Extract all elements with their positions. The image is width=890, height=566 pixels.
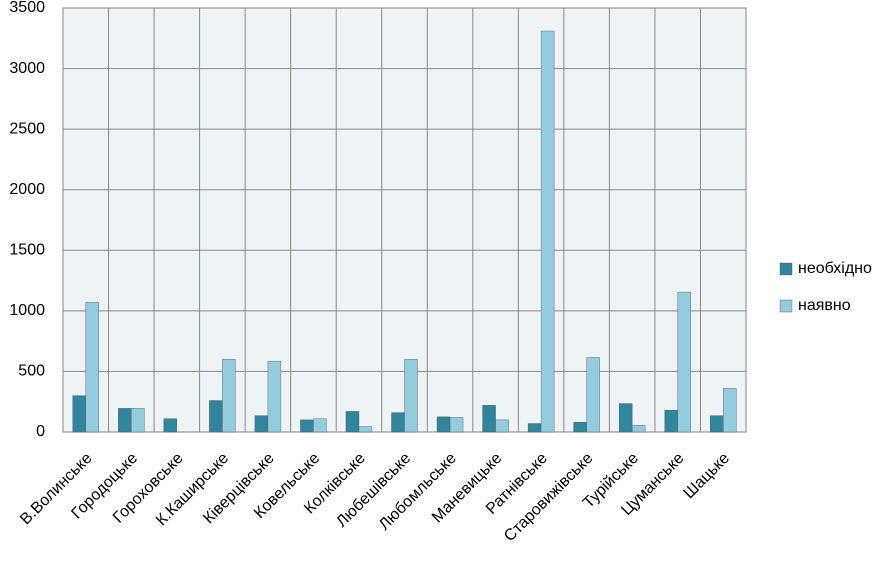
bar xyxy=(573,422,587,433)
bar xyxy=(482,405,496,433)
x-tick-label: Шацьке xyxy=(681,450,734,503)
bar xyxy=(540,30,555,433)
bar xyxy=(586,357,600,433)
bar xyxy=(358,426,373,433)
bar xyxy=(313,418,327,433)
y-tick-label: 2000 xyxy=(9,181,45,198)
bar xyxy=(254,415,269,433)
y-tick-label: 2500 xyxy=(9,120,45,137)
legend-swatch xyxy=(779,262,793,276)
bar xyxy=(664,409,678,433)
bar xyxy=(118,408,132,433)
bar xyxy=(677,291,691,433)
bar xyxy=(391,412,405,433)
bar xyxy=(436,416,451,433)
bar xyxy=(300,419,314,433)
bar xyxy=(495,419,509,433)
y-tick-label: 3500 xyxy=(9,0,45,16)
bar xyxy=(449,417,464,433)
bar xyxy=(723,388,737,433)
legend-label: необхідно xyxy=(798,260,872,277)
bar xyxy=(131,408,145,433)
bar xyxy=(527,423,542,433)
bar xyxy=(345,411,360,433)
bar xyxy=(72,395,86,433)
y-tick-label: 1500 xyxy=(9,242,45,259)
legend-label: наявно xyxy=(798,297,851,314)
bar xyxy=(631,425,646,433)
bar xyxy=(710,415,724,433)
bar xyxy=(267,360,282,433)
y-tick-label: 500 xyxy=(18,363,45,380)
bar xyxy=(404,359,418,433)
y-tick-label: 1000 xyxy=(9,302,45,319)
legend-swatch xyxy=(779,299,793,313)
bar xyxy=(618,403,633,433)
bar xyxy=(163,418,178,433)
bar xyxy=(85,302,99,433)
bar xyxy=(209,400,223,433)
bar xyxy=(222,359,236,433)
y-tick-label: 3000 xyxy=(9,60,45,77)
y-tick-label: 0 xyxy=(36,423,45,440)
